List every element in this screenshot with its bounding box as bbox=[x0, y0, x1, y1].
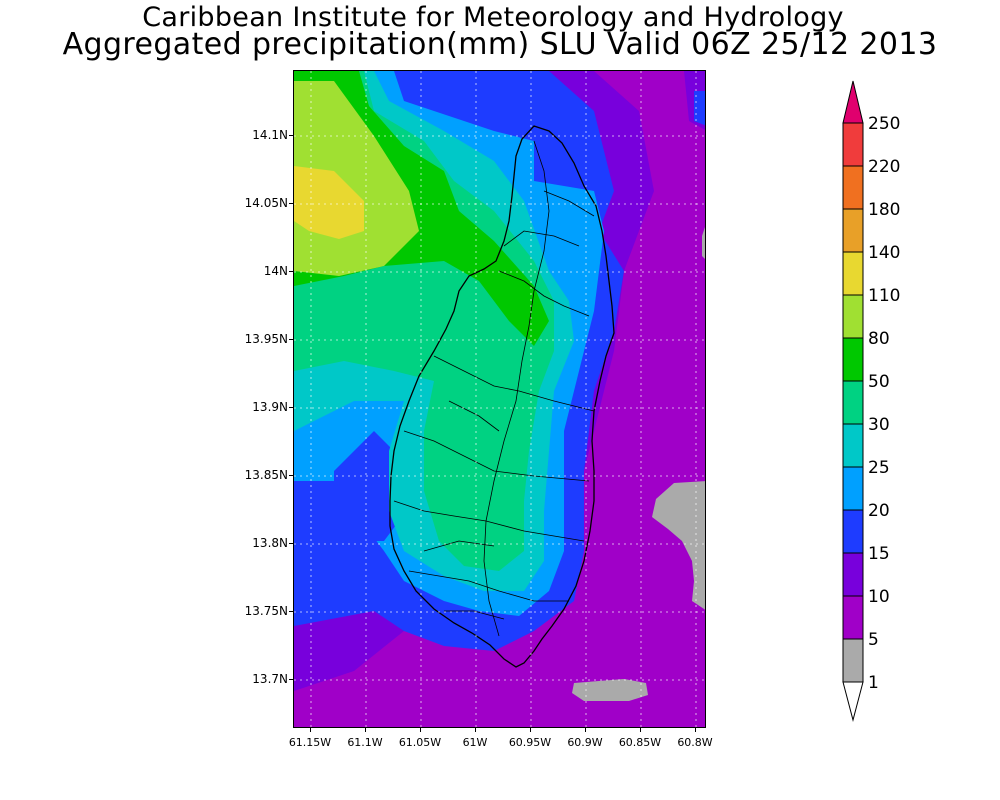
colorbar-swatch-15-20 bbox=[842, 509, 864, 554]
precipitation-map bbox=[293, 70, 706, 728]
colorbar-top-arrow bbox=[842, 80, 864, 124]
colorbar-label: 25 bbox=[868, 458, 890, 478]
lat-label: 13.9N bbox=[252, 400, 288, 414]
lon-label: 60.85W bbox=[618, 736, 662, 749]
lat-label: 14N bbox=[263, 264, 288, 278]
chart-title-line1: Caribbean Institute for Meteorology and … bbox=[142, 2, 844, 33]
colorbar-swatch-30-50 bbox=[842, 380, 864, 425]
colorbar-label: 15 bbox=[868, 544, 890, 564]
lon-tick bbox=[640, 728, 641, 732]
colorbar-swatch-1-5 bbox=[842, 638, 864, 683]
colorbar-label: 20 bbox=[868, 501, 890, 521]
fill-140mm bbox=[294, 166, 364, 239]
colorbar-label: 50 bbox=[868, 372, 890, 392]
island-boundaries bbox=[393, 140, 595, 637]
colorbar-swatch-5-10 bbox=[842, 595, 864, 640]
fill-1mm-south bbox=[572, 679, 648, 701]
lon-label: 61.15W bbox=[288, 736, 332, 749]
colorbar-label: 10 bbox=[868, 587, 890, 607]
lon-label: 61W bbox=[462, 736, 488, 749]
lat-tick bbox=[289, 203, 293, 204]
colorbar-label: 80 bbox=[868, 329, 890, 349]
fill-1mm-edge bbox=[702, 227, 705, 259]
lat-label: 14.1N bbox=[252, 128, 288, 142]
lat-tick bbox=[289, 475, 293, 476]
lat-tick bbox=[289, 271, 293, 272]
colorbar-swatch-110-140 bbox=[842, 251, 864, 296]
lat-tick bbox=[289, 679, 293, 680]
lon-label: 61.1W bbox=[347, 736, 383, 749]
chart-title-line2: Aggregated precipitation(mm) SLU Valid 0… bbox=[62, 27, 938, 62]
lon-label: 60.95W bbox=[508, 736, 552, 749]
colorbar bbox=[842, 80, 864, 722]
lat-label: 13.85N bbox=[244, 468, 288, 482]
colorbar-swatch-80-110 bbox=[842, 294, 864, 339]
lat-tick bbox=[289, 407, 293, 408]
fill-20mm-west-pocket bbox=[334, 431, 404, 541]
colorbar-bottom-arrow bbox=[842, 681, 864, 722]
colorbar-label: 250 bbox=[868, 114, 901, 134]
lon-tick bbox=[475, 728, 476, 732]
lon-label: 60.8W bbox=[677, 736, 713, 749]
colorbar-label: 30 bbox=[868, 415, 890, 435]
colorbar-label: 180 bbox=[868, 200, 901, 220]
fill-20mm-ne bbox=[694, 91, 705, 126]
lat-label: 13.95N bbox=[244, 332, 288, 346]
lat-label: 14.05N bbox=[244, 196, 288, 210]
map-svg bbox=[294, 71, 705, 727]
fill-1mm-east bbox=[652, 481, 705, 610]
colorbar-swatch-140-180 bbox=[842, 208, 864, 253]
lat-tick bbox=[289, 611, 293, 612]
colorbar-label: 1 bbox=[868, 673, 879, 693]
colorbar-swatch-25-30 bbox=[842, 423, 864, 468]
colorbar-label: 140 bbox=[868, 243, 901, 263]
lon-tick bbox=[365, 728, 366, 732]
lat-tick bbox=[289, 543, 293, 544]
lon-tick bbox=[530, 728, 531, 732]
lat-label: 13.75N bbox=[244, 604, 288, 618]
colorbar-swatch-10-15 bbox=[842, 552, 864, 597]
colorbar-swatch-220-250 bbox=[842, 122, 864, 167]
lat-tick bbox=[289, 339, 293, 340]
colorbar-label: 5 bbox=[868, 630, 879, 650]
colorbar-swatch-20-25 bbox=[842, 466, 864, 511]
colorbar-swatch-180-220 bbox=[842, 165, 864, 210]
lon-tick bbox=[310, 728, 311, 732]
lat-label: 13.8N bbox=[252, 536, 288, 550]
lon-tick bbox=[420, 728, 421, 732]
island-coastline bbox=[389, 125, 615, 668]
lon-tick bbox=[585, 728, 586, 732]
lon-label: 61.05W bbox=[398, 736, 442, 749]
lat-tick bbox=[289, 135, 293, 136]
colorbar-label: 220 bbox=[868, 157, 901, 177]
lat-label: 13.7N bbox=[252, 672, 288, 686]
colorbar-swatch-50-80 bbox=[842, 337, 864, 382]
map-grid bbox=[294, 71, 705, 727]
lon-tick bbox=[695, 728, 696, 732]
colorbar-label: 110 bbox=[868, 286, 901, 306]
lon-label: 60.9W bbox=[567, 736, 603, 749]
